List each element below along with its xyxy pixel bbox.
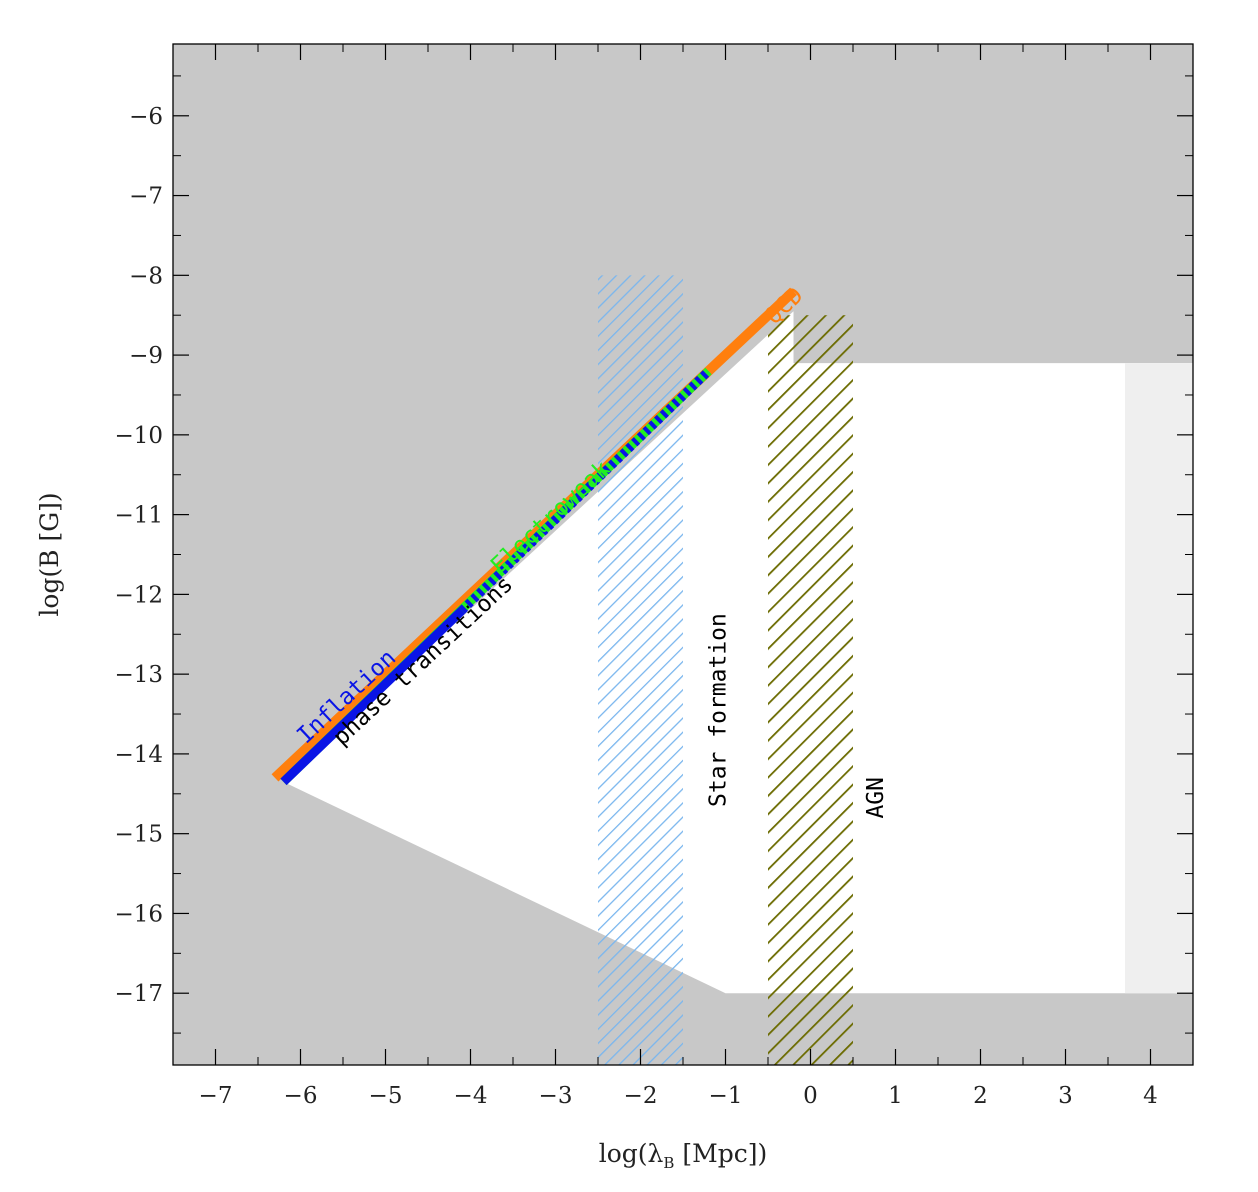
y-tick-label: −6 — [129, 104, 163, 130]
x-tick-label: 3 — [1058, 1083, 1073, 1109]
x-tick-label: −6 — [284, 1083, 318, 1109]
x-tick-label: 2 — [973, 1083, 988, 1109]
x-axis-title: log(λB [Mpc]) — [599, 1139, 768, 1172]
y-tick-label: −17 — [114, 981, 163, 1007]
y-tick-label: −7 — [129, 184, 163, 210]
x-tick-label: 1 — [888, 1083, 903, 1109]
x-tick-label: −4 — [454, 1083, 488, 1109]
y-tick-label: −10 — [114, 423, 163, 449]
y-tick-label: −16 — [114, 901, 163, 927]
y-tick-label: −15 — [114, 822, 163, 848]
y-tick-label: −12 — [114, 582, 163, 608]
x-tick-label: 4 — [1143, 1083, 1158, 1109]
star-formation-label: Star formation — [706, 613, 732, 807]
x-tick-label: −1 — [709, 1083, 743, 1109]
plot-area — [173, 44, 1193, 1065]
x-tick-label: −3 — [539, 1083, 573, 1109]
phase-transitions-line — [458, 367, 712, 614]
inflation-line — [280, 607, 466, 786]
allowed-region — [283, 311, 1193, 994]
axes — [172, 43, 1194, 1066]
x-tick-label: −7 — [199, 1083, 233, 1109]
agn-band — [768, 315, 853, 1065]
x-tick-label: −2 — [624, 1083, 658, 1109]
light-excluded-region — [1125, 363, 1193, 994]
y-tick-label: −13 — [114, 662, 163, 688]
x-tick-label: −5 — [369, 1083, 403, 1109]
y-tick-label: −11 — [114, 503, 163, 529]
y-tick-label: −9 — [129, 343, 163, 369]
star-formation-band — [598, 275, 683, 1065]
agn-label: AGN — [863, 777, 889, 819]
y-tick-label: −14 — [114, 742, 163, 768]
x-tick-label: 0 — [803, 1083, 818, 1109]
y-tick-label: −8 — [129, 263, 163, 289]
y-axis-title: log(B [G]) — [35, 492, 64, 616]
